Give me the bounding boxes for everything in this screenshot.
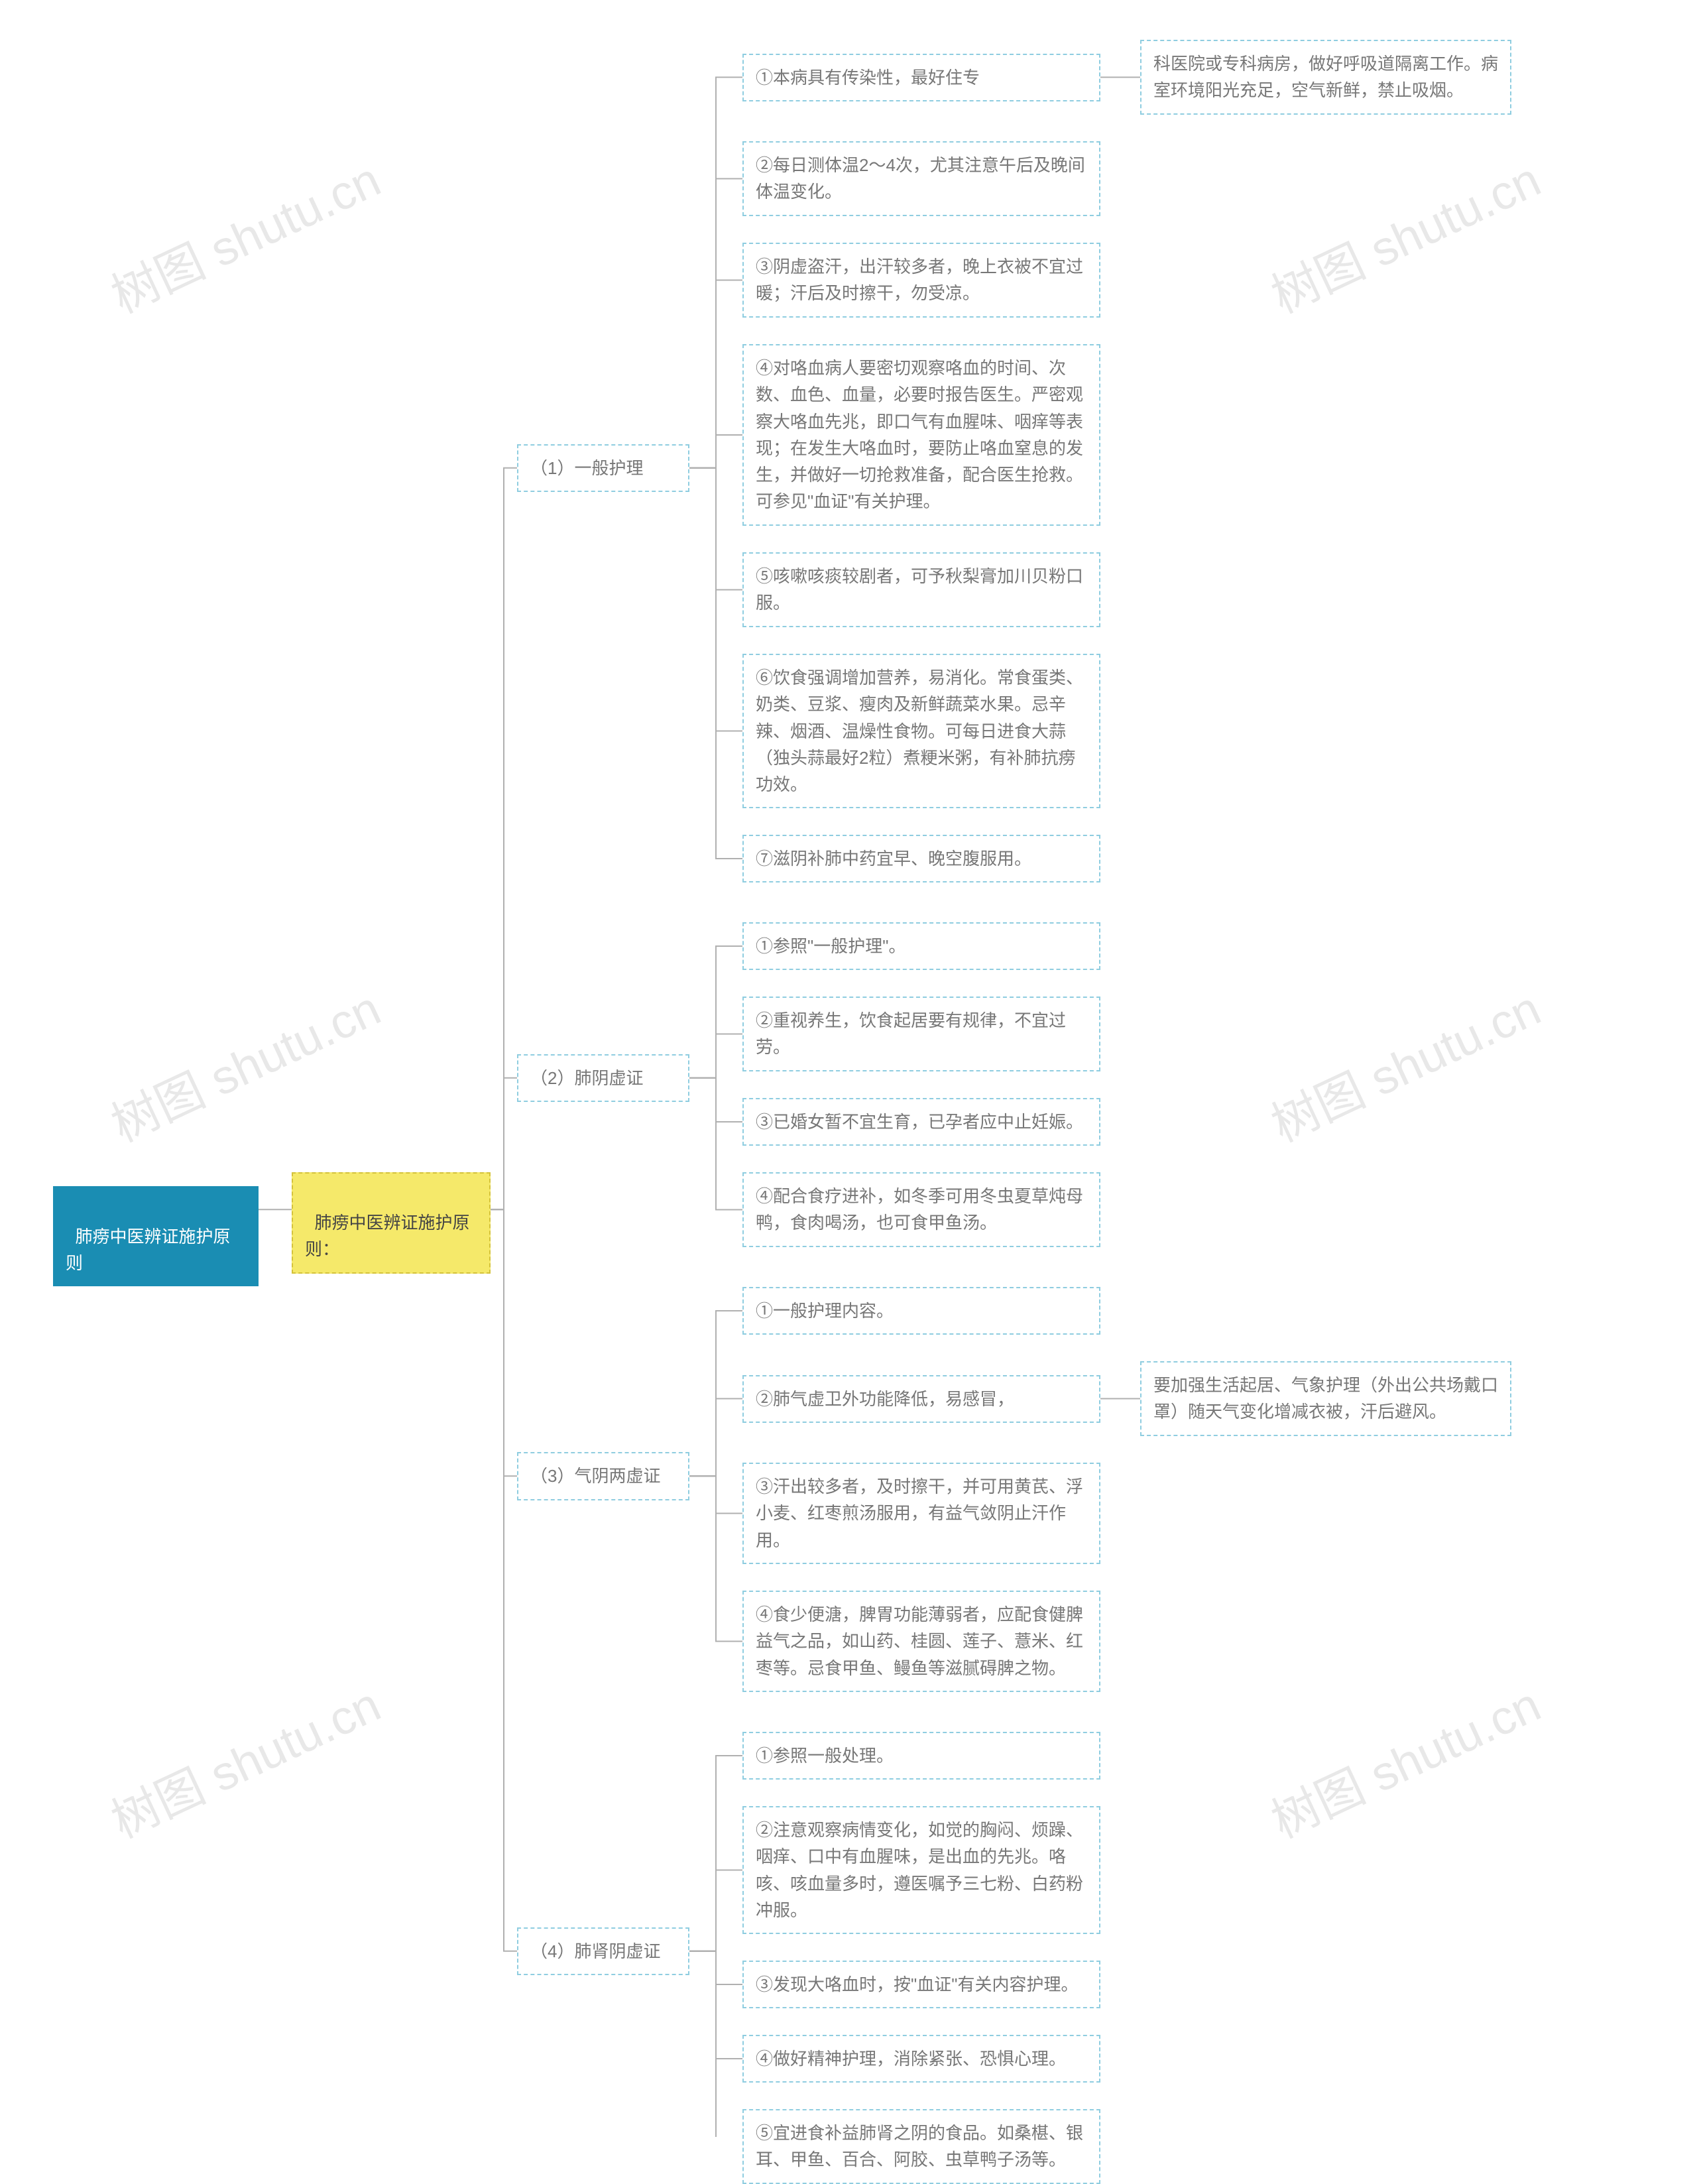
item-text: ①一般护理内容。 <box>756 1301 894 1321</box>
item-node: ⑤咳嗽咳痰较剧者，可予秋梨膏加川贝粉口服。 <box>742 552 1100 627</box>
item-text: ③发现大咯血时，按"血证"有关内容护理。 <box>756 1974 1078 1994</box>
item-text: ①本病具有传染性，最好住专 <box>756 68 980 88</box>
section-text: （3）气阴两虚证 <box>530 1466 660 1486</box>
item-node: ⑤宜进食补益肺肾之阴的食品。如桑椹、银耳、甲鱼、百合、阿胶、虫草鸭子汤等。 <box>742 2109 1100 2184</box>
item-node: ③阴虚盗汗，出汗较多者，晚上衣被不宜过暖；汗后及时擦干，勿受凉。 <box>742 243 1100 318</box>
item-text: ④做好精神护理，消除紧张、恐惧心理。 <box>756 2049 1066 2069</box>
item-text: ⑤宜进食补益肺肾之阴的食品。如桑椹、银耳、甲鱼、百合、阿胶、虫草鸭子汤等。 <box>756 2123 1083 2169</box>
item-text: ④配合食疗进补，如冬季可用冬虫夏草炖母鸭，食肉喝汤，也可食甲鱼汤。 <box>756 1186 1083 1233</box>
section-text: （1）一般护理 <box>530 458 643 478</box>
item-node: ④配合食疗进补，如冬季可用冬虫夏草炖母鸭，食肉喝汤，也可食甲鱼汤。 <box>742 1172 1100 1247</box>
section-node: （4）肺肾阴虚证 <box>517 1927 689 1975</box>
item-node: ②重视养生，饮食起居要有规律，不宜过劳。 <box>742 997 1100 1071</box>
level1-text: 肺痨中医辨证施护原则： <box>305 1213 469 1259</box>
item-child-node: 要加强生活起居、气象护理（外出公共场戴口罩）随天气变化增减衣被，汗后避风。 <box>1140 1361 1511 1436</box>
item-text: ③汗出较多者，及时擦干，并可用黄芪、浮小麦、红枣煎汤服用，有益气敛阴止汗作用。 <box>756 1477 1083 1550</box>
item-node: ③汗出较多者，及时擦干，并可用黄芪、浮小麦、红枣煎汤服用，有益气敛阴止汗作用。 <box>742 1463 1100 1564</box>
item-node: ②每日测体温2～4次，尤其注意午后及晚间体温变化。 <box>742 141 1100 216</box>
item-node: ①参照一般处理。 <box>742 1732 1100 1780</box>
item-node: ④对咯血病人要密切观察咯血的时间、次数、血色、血量，必要时报告医生。严密观察大咯… <box>742 344 1100 526</box>
watermark: 树图 shutu.cn <box>98 1666 390 1852</box>
root-text: 肺痨中医辨证施护原则 <box>66 1227 230 1273</box>
section-node: （1）一般护理 <box>517 444 689 492</box>
item-node: ④食少便溏，脾胃功能薄弱者，应配食健脾益气之品，如山药、桂圆、莲子、薏米、红枣等… <box>742 1591 1100 1692</box>
item-node: ④做好精神护理，消除紧张、恐惧心理。 <box>742 2035 1100 2083</box>
item-text: ①参照"一般护理"。 <box>756 936 906 956</box>
watermark: 树图 shutu.cn <box>1258 141 1550 327</box>
item-text: ②注意观察病情变化，如觉的胸闷、烦躁、咽痒、口中有血腥味，是出血的先兆。咯咳、咳… <box>756 1820 1083 1920</box>
section-text: （4）肺肾阴虚证 <box>530 1941 660 1961</box>
section-node: （2）肺阴虚证 <box>517 1054 689 1102</box>
item-text: ④对咯血病人要密切观察咯血的时间、次数、血色、血量，必要时报告医生。严密观察大咯… <box>756 358 1083 511</box>
item-node: ③发现大咯血时，按"血证"有关内容护理。 <box>742 1961 1100 2008</box>
section-text: （2）肺阴虚证 <box>530 1068 643 1088</box>
item-child-node: 科医院或专科病房，做好呼吸道隔离工作。病室环境阳光充足，空气新鲜，禁止吸烟。 <box>1140 40 1511 115</box>
level1-node: 肺痨中医辨证施护原则： <box>292 1172 491 1274</box>
item-text: ②肺气虚卫外功能降低，易感冒， <box>756 1389 1014 1409</box>
item-child-text: 要加强生活起居、气象护理（外出公共场戴口罩）随天气变化增减衣被，汗后避风。 <box>1153 1375 1498 1422</box>
watermark: 树图 shutu.cn <box>1258 970 1550 1156</box>
item-node: ⑦滋阴补肺中药宜早、晚空腹服用。 <box>742 835 1100 882</box>
item-node: ②肺气虚卫外功能降低，易感冒， <box>742 1375 1100 1423</box>
item-text: ①参照一般处理。 <box>756 1746 894 1766</box>
item-text: ⑥饮食强调增加营养，易消化。常食蛋类、奶类、豆浆、瘦肉及新鲜蔬菜水果。忌辛辣、烟… <box>756 668 1083 794</box>
item-child-text: 科医院或专科病房，做好呼吸道隔离工作。病室环境阳光充足，空气新鲜，禁止吸烟。 <box>1153 54 1498 100</box>
root-node: 肺痨中医辨证施护原则 <box>53 1186 259 1286</box>
item-node: ③已婚女暂不宜生育，已孕者应中止妊娠。 <box>742 1098 1100 1146</box>
item-text: ③阴虚盗汗，出汗较多者，晚上衣被不宜过暖；汗后及时擦干，勿受凉。 <box>756 257 1083 303</box>
watermark: 树图 shutu.cn <box>1258 1666 1550 1852</box>
watermark: 树图 shutu.cn <box>98 970 390 1156</box>
item-node: ⑥饮食强调增加营养，易消化。常食蛋类、奶类、豆浆、瘦肉及新鲜蔬菜水果。忌辛辣、烟… <box>742 654 1100 808</box>
item-node: ①参照"一般护理"。 <box>742 922 1100 970</box>
item-text: ③已婚女暂不宜生育，已孕者应中止妊娠。 <box>756 1112 1083 1132</box>
item-text: ②每日测体温2～4次，尤其注意午后及晚间体温变化。 <box>756 155 1085 202</box>
item-node: ②注意观察病情变化，如觉的胸闷、烦躁、咽痒、口中有血腥味，是出血的先兆。咯咳、咳… <box>742 1806 1100 1934</box>
item-node: ①一般护理内容。 <box>742 1287 1100 1335</box>
item-text: ⑤咳嗽咳痰较剧者，可予秋梨膏加川贝粉口服。 <box>756 566 1083 613</box>
item-node: ①本病具有传染性，最好住专 <box>742 54 1100 101</box>
watermark: 树图 shutu.cn <box>98 141 390 327</box>
section-node: （3）气阴两虚证 <box>517 1452 689 1500</box>
item-text: ②重视养生，饮食起居要有规律，不宜过劳。 <box>756 1010 1066 1057</box>
item-text: ⑦滋阴补肺中药宜早、晚空腹服用。 <box>756 849 1031 869</box>
item-text: ④食少便溏，脾胃功能薄弱者，应配食健脾益气之品，如山药、桂圆、莲子、薏米、红枣等… <box>756 1605 1083 1678</box>
